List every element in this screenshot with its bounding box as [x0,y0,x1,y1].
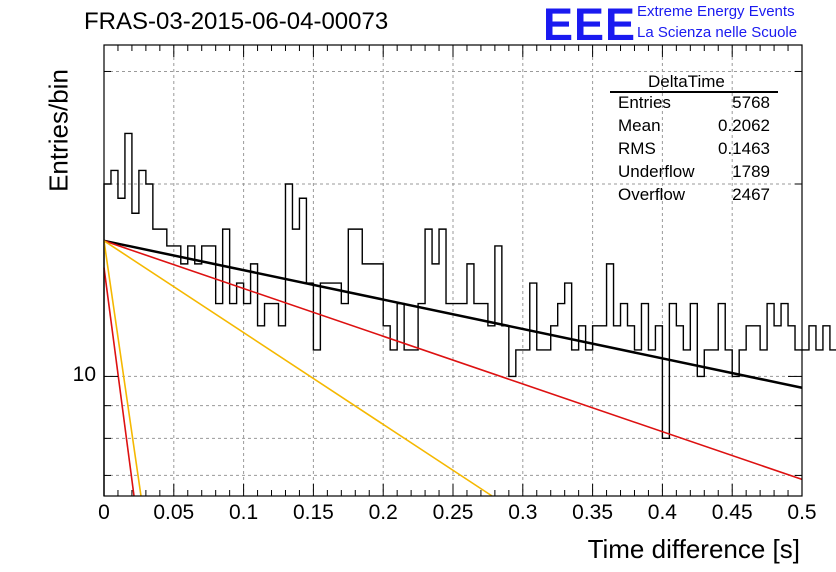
stat-rms-label: RMS [618,139,656,158]
stat-mean-label: Mean [618,116,661,135]
stat-mean-value: 0.2062 [718,116,770,135]
logo-line-1: Extreme Energy Events [637,3,795,20]
stat-overflow-value: 2467 [732,185,770,204]
y-tick-label: 10 [72,363,96,387]
histogram-deltatime [103,132,836,496]
stat-underflow-value: 1789 [732,162,770,181]
plot-title: FRAS-03-2015-06-04-00073 [84,8,389,35]
x-tick-label: 0.2 [368,501,398,524]
eee-logo: EEE [543,0,637,50]
stat-overflow-label: Overflow [618,185,686,204]
fit-line-comp-red-slow [103,240,803,481]
stat-underflow-label: Underflow [618,162,695,181]
stat-rms-value: 0.1463 [718,139,770,158]
fit-line-comp-yellow-fast [103,240,142,497]
logo-line-2: La Scienza nelle Scuole [637,24,798,41]
fit-line-comp-red-fast [103,267,135,497]
x-tick-label: 0.25 [432,501,474,524]
x-tick-label: 0.1 [228,501,259,524]
x-tick-label: 0 [98,501,110,524]
x-tick-label: 0.5 [787,501,817,524]
fit-line-total [103,239,803,389]
x-tick-label: 0.4 [647,501,677,524]
stats-title: DeltaTime [648,72,725,91]
y-axis-label: Entries/bin [43,69,74,192]
x-tick-label: 0.45 [711,501,753,524]
fit-line-comp-yellow [103,240,493,497]
x-tick-label: 0.3 [508,501,538,524]
stat-entries-label: Entries [618,93,671,112]
x-tick-label: 0.15 [292,501,334,524]
x-axis-label: Time difference [s] [587,534,800,564]
x-tick-label: 0.05 [153,501,195,524]
stat-entries-value: 5768 [732,93,770,112]
x-tick-label: 0.35 [572,501,614,524]
